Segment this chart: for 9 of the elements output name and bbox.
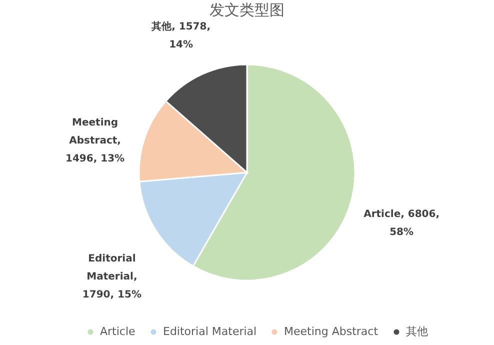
legend-label: Meeting Abstract xyxy=(284,324,379,338)
chart-title: 发文类型图 xyxy=(210,1,284,19)
data-label: 其他, 1578, 14% xyxy=(150,20,211,51)
data-label: Article, 6806, 58% xyxy=(364,208,440,238)
legend-label: 其他 xyxy=(406,324,428,338)
legend-label: Editorial Material xyxy=(163,324,257,338)
legend-label: Article xyxy=(100,324,136,338)
data-label: Editorial Material, 1790, 15% xyxy=(82,253,142,300)
data-label: Meeting Abstract, 1496, 13% xyxy=(66,117,125,164)
